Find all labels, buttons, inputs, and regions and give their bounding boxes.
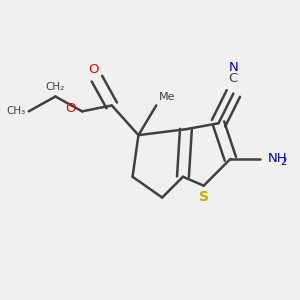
Text: C: C xyxy=(229,72,238,85)
Text: S: S xyxy=(199,190,209,204)
Text: NH: NH xyxy=(268,152,287,165)
Text: CH₃: CH₃ xyxy=(7,106,26,116)
Text: O: O xyxy=(89,63,99,76)
Text: N: N xyxy=(229,61,238,74)
Text: 2: 2 xyxy=(280,157,286,167)
Text: Me: Me xyxy=(159,92,176,102)
Text: O: O xyxy=(66,102,76,115)
Text: CH₂: CH₂ xyxy=(46,82,65,92)
